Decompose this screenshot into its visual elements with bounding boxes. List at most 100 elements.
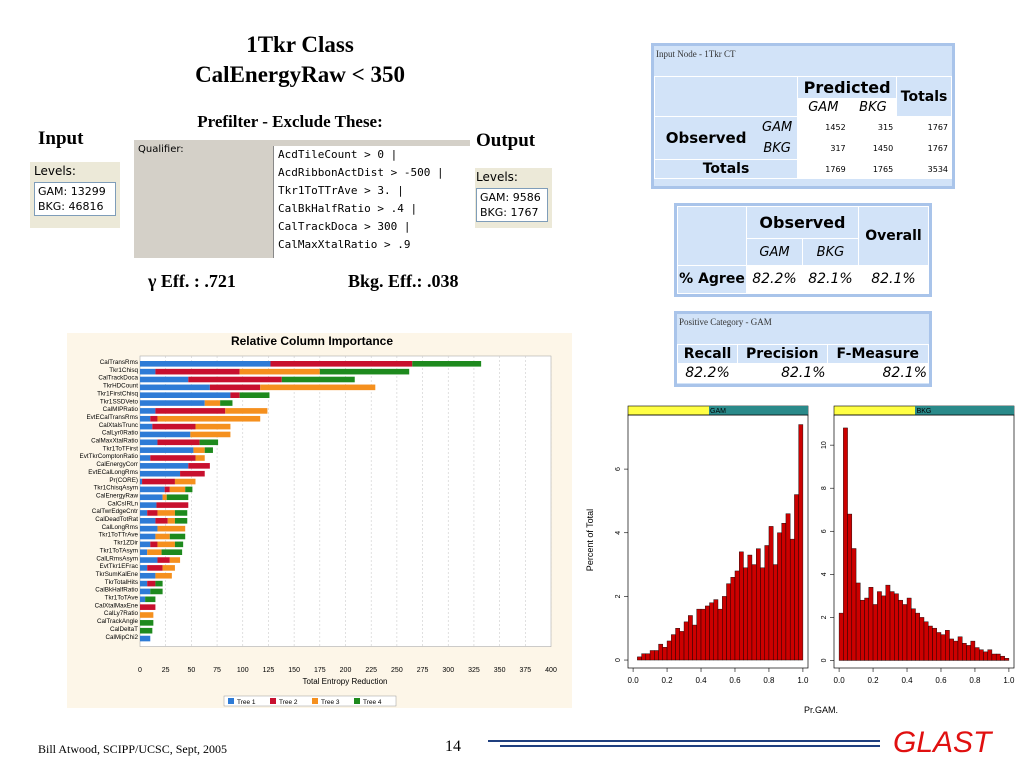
row-label: GAM xyxy=(757,117,797,138)
qualifier-text: AcdTileCount > 0 | AcdRibbonActDist > -5… xyxy=(273,146,475,258)
histogram-bar xyxy=(705,605,710,661)
bar-segment xyxy=(150,415,158,422)
bar-segment xyxy=(140,525,158,532)
qualifier-line: CalBkHalfRatio > .4 | xyxy=(278,202,418,215)
y-tick-label: 0 xyxy=(821,658,828,662)
bar-segment xyxy=(161,549,183,555)
cell: 82.1% xyxy=(857,264,930,295)
histogram-bar xyxy=(864,597,870,661)
bar-segment xyxy=(155,580,163,587)
bar-segment xyxy=(225,408,268,414)
bar-segment xyxy=(319,368,410,375)
bar-segment xyxy=(140,588,151,595)
gamma-efficiency: γ Eff. : .721 xyxy=(148,271,236,291)
histogram-bar xyxy=(683,621,689,661)
bar-segment xyxy=(140,620,154,626)
bar-segment xyxy=(209,384,261,391)
bar-segment xyxy=(140,392,231,398)
histogram-bar xyxy=(747,554,753,661)
strip-label: GAM xyxy=(710,408,726,415)
histogram-bar xyxy=(843,427,848,661)
histogram-bar xyxy=(906,597,912,661)
bar-segment xyxy=(140,384,210,391)
cell: 1765 xyxy=(848,159,898,179)
category-label: EvtECalTransRms xyxy=(86,414,138,421)
bar-segment xyxy=(157,510,175,516)
histogram-bar xyxy=(868,587,874,661)
x-tick-label: 0.4 xyxy=(695,676,707,685)
output-levels: Levels: GAM: 9586 BKG: 1767 xyxy=(472,168,552,228)
bar-segment xyxy=(157,541,175,548)
chart-title: Relative Column Importance xyxy=(231,334,393,348)
histogram-bar xyxy=(936,632,942,661)
bar-segment xyxy=(166,494,189,501)
category-label: TkrSumKalEne xyxy=(96,571,139,578)
bar-segment xyxy=(195,423,231,430)
bar-segment xyxy=(239,368,320,375)
output-label: Output xyxy=(476,130,536,151)
agreement-table: Observed Overall GAM BKG % Agree 82.2% 82.1%… xyxy=(674,203,932,297)
legend-swatch xyxy=(354,698,360,704)
header-cell: BKG xyxy=(801,238,859,266)
category-label: CalLRmsAsym xyxy=(96,555,138,562)
category-label: CalEnergyRaw xyxy=(96,492,138,499)
x-tick-label: 0.8 xyxy=(969,676,981,685)
bar-segment xyxy=(147,549,162,555)
histogram-bar xyxy=(730,577,736,661)
histogram-bar xyxy=(919,617,925,661)
histogram-bar xyxy=(911,608,916,661)
bar-segment xyxy=(162,565,175,571)
histogram-bar xyxy=(649,650,655,661)
histogram-bar xyxy=(675,628,680,661)
level-line: BKG: 1767 xyxy=(480,206,539,219)
bar-segment xyxy=(147,565,163,571)
bar-segment xyxy=(230,392,240,398)
category-label: CalXtalsTrunc xyxy=(99,422,138,429)
histogram-bar xyxy=(974,647,980,661)
confusion-table: Input Node - 1Tkr CT Predicted Totals GAM… xyxy=(651,43,955,189)
histogram-bar xyxy=(915,612,920,661)
histogram-bar xyxy=(953,640,959,661)
category-label: Tkr1ToTAve xyxy=(105,595,139,602)
category-label: Tkr1ZDir xyxy=(114,540,138,547)
x-tick-label: 0.6 xyxy=(935,676,947,685)
x-tick-label: 50 xyxy=(187,667,195,674)
histogram-bar xyxy=(932,627,937,661)
bar-segment xyxy=(140,478,143,485)
bar-segment xyxy=(140,580,148,587)
x-tick-label: 0.8 xyxy=(763,676,775,685)
y-axis-label: Percent of Total xyxy=(585,509,595,571)
bar-segment xyxy=(174,510,188,516)
histogram-bar xyxy=(987,649,993,661)
levels-box: GAM: 9586 BKG: 1767 xyxy=(476,188,548,222)
histogram-bar xyxy=(662,647,668,661)
histogram-bar xyxy=(962,643,967,661)
histogram-bar xyxy=(696,608,702,661)
x-tick-label: 200 xyxy=(340,667,352,674)
panel xyxy=(833,414,1015,669)
bar-segment xyxy=(140,408,156,414)
category-label: Pr(CORE) xyxy=(109,477,138,484)
bar-segment xyxy=(157,557,170,563)
category-label: CalDeltaT xyxy=(110,626,138,633)
bar-segment xyxy=(204,400,221,406)
levels-box: GAM: 13299 BKG: 46816 xyxy=(34,182,116,216)
x-tick-label: 0 xyxy=(138,667,142,674)
histogram-bar xyxy=(785,513,791,661)
bar-segment xyxy=(199,439,219,446)
x-tick-label: 0.2 xyxy=(867,676,879,685)
histogram-bar xyxy=(885,584,891,661)
bkg-efficiency: Bkg. Eff.: .038 xyxy=(348,271,459,291)
bar-segment xyxy=(169,533,186,540)
category-label: TkrTotalHits xyxy=(105,579,138,586)
cell: 1767 xyxy=(896,137,952,160)
levels-title: Levels: xyxy=(476,170,518,184)
category-label: CalDeadTotRat xyxy=(95,516,138,523)
histogram-bar xyxy=(679,631,685,661)
slide-title: 1Tkr Class CalEnergyRaw < 350 xyxy=(150,30,450,90)
bar-segment xyxy=(140,510,148,516)
bar-segment xyxy=(140,368,156,375)
legend-swatch xyxy=(312,698,318,704)
bar-segment xyxy=(140,423,153,430)
category-label: Tkr1ToTAsym xyxy=(100,547,138,554)
